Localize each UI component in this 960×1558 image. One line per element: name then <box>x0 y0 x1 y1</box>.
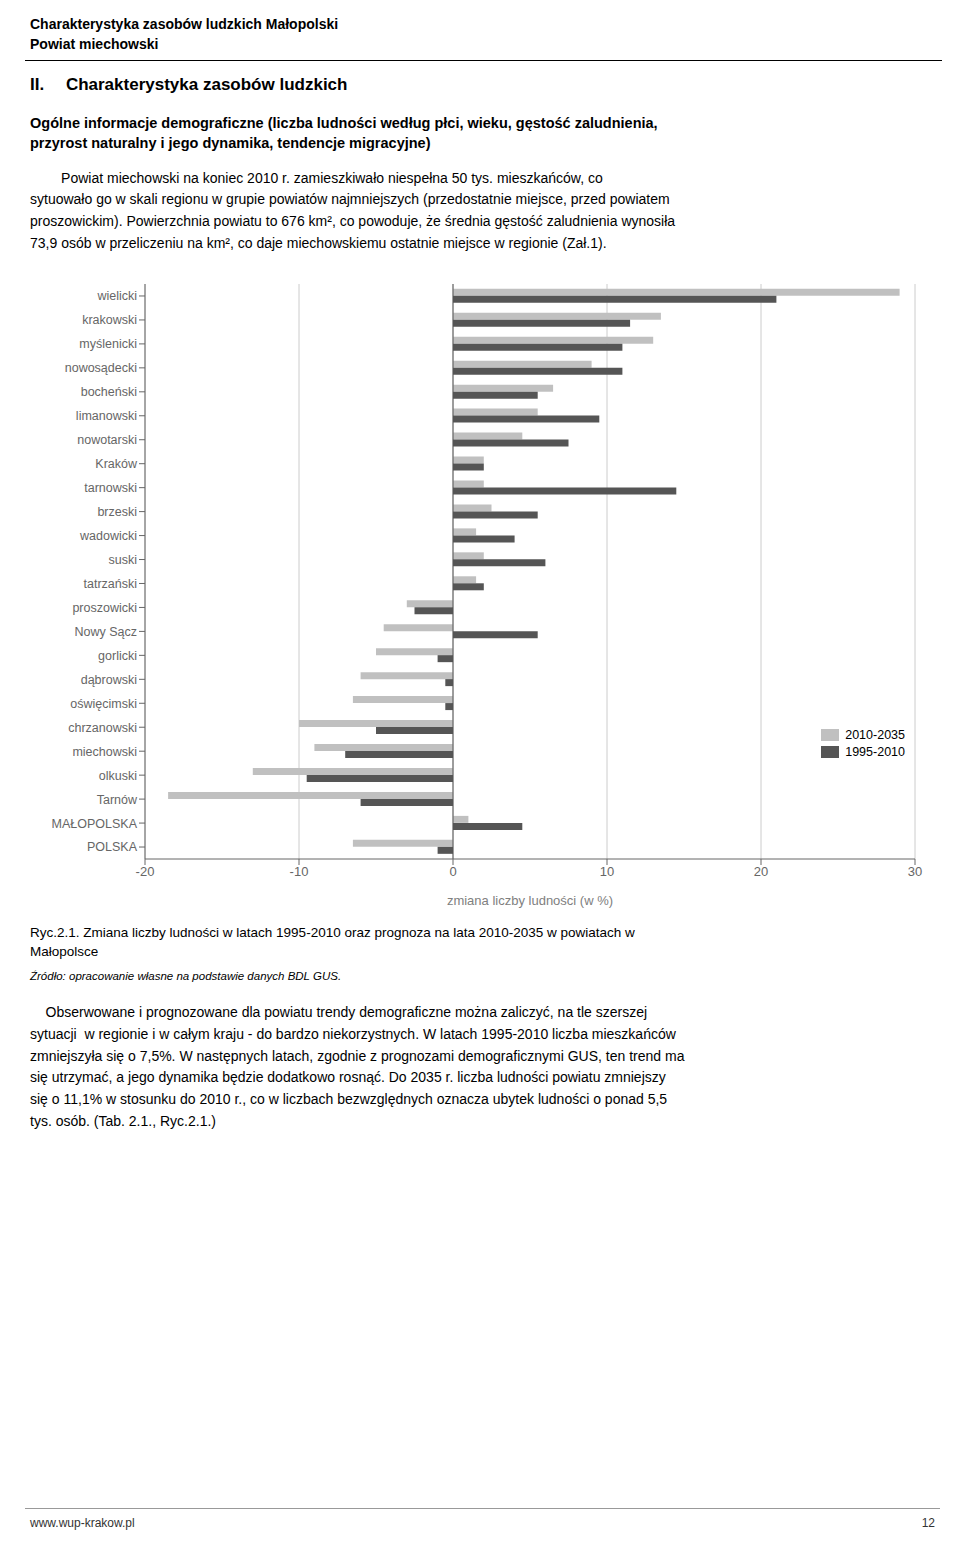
html-text:Obserwowane i prognozowane dla: Obserwowane i prognozowane dla powiatu t… <box>30 1004 685 1129</box>
html-text:www.wup-krakow.pl: www.wup-krakow.pl <box>30 1516 135 1530</box>
svg-text:Kraków: Kraków <box>95 457 138 471</box>
svg-text:Tarnów: Tarnów <box>97 793 138 807</box>
svg-text:nowosądecki: nowosądecki <box>65 362 137 376</box>
svg-text:tatrzański: tatrzański <box>84 577 138 591</box>
svg-text:krakowski: krakowski <box>82 314 137 328</box>
svg-text:Nowy Sącz: Nowy Sącz <box>74 625 137 639</box>
svg-text:dąbrowski: dąbrowski <box>81 673 137 687</box>
svg-text:30: 30 <box>908 865 922 880</box>
svg-text:chrzanowski: chrzanowski <box>68 721 137 735</box>
svg-text:zmiana liczby ludności (w %): zmiana liczby ludności (w %) <box>447 893 613 908</box>
html-text:2010-2035: 2010-2035 <box>845 727 905 742</box>
svg-text:MAŁOPOLSKA: MAŁOPOLSKA <box>52 817 138 831</box>
html-text:12: 12 <box>921 1516 935 1530</box>
svg-text:-10: -10 <box>290 865 309 880</box>
svg-text:nowotarski: nowotarski <box>77 434 137 448</box>
html-text:Powiat miechowski na koniec 20: Powiat miechowski na koniec 2010 r. zami… <box>30 169 676 251</box>
svg-text:0: 0 <box>449 865 456 880</box>
html-text:II. Charakterystyka zasobów lu: II. Charakterystyka zasobów ludzkich <box>30 75 348 94</box>
svg-text:20: 20 <box>754 865 768 880</box>
svg-text:10: 10 <box>600 865 614 880</box>
svg-text:myślenicki: myślenicki <box>79 338 137 352</box>
svg-text:brzeski: brzeski <box>97 505 137 519</box>
svg-text:bocheński: bocheński <box>81 386 137 400</box>
svg-text:suski: suski <box>109 553 137 567</box>
svg-text:wielicki: wielicki <box>96 290 137 304</box>
html-text:Ryc.2.1. Zmiana liczby ludnośc: Ryc.2.1. Zmiana liczby ludności w latach… <box>30 925 635 960</box>
svg-text:oświęcimski: oświęcimski <box>70 697 137 711</box>
html-text:Charakterystyka zasobów ludzki: Charakterystyka zasobów ludzkich Małopol… <box>30 16 339 32</box>
svg-text:wadowicki: wadowicki <box>79 529 137 543</box>
svg-text:tarnowski: tarnowski <box>84 481 137 495</box>
svg-text:-20: -20 <box>136 865 155 880</box>
html-text:1995-2010: 1995-2010 <box>845 744 905 759</box>
svg-text:miechowski: miechowski <box>72 745 137 759</box>
svg-text:limanowski: limanowski <box>76 410 137 424</box>
html-text:Powiat miechowski: Powiat miechowski <box>30 36 159 52</box>
svg-text:olkuski: olkuski <box>99 769 137 783</box>
svg-text:POLSKA: POLSKA <box>87 841 138 855</box>
svg-text:gorlicki: gorlicki <box>98 649 137 663</box>
html-text:Ogólne informacje demograficzn: Ogólne informacje demograficzne (liczba … <box>30 115 658 152</box>
html-text:Źródło: opracowanie własne na: Źródło: opracowanie własne na podstawie … <box>30 970 342 983</box>
svg-text:proszowicki: proszowicki <box>72 601 137 615</box>
